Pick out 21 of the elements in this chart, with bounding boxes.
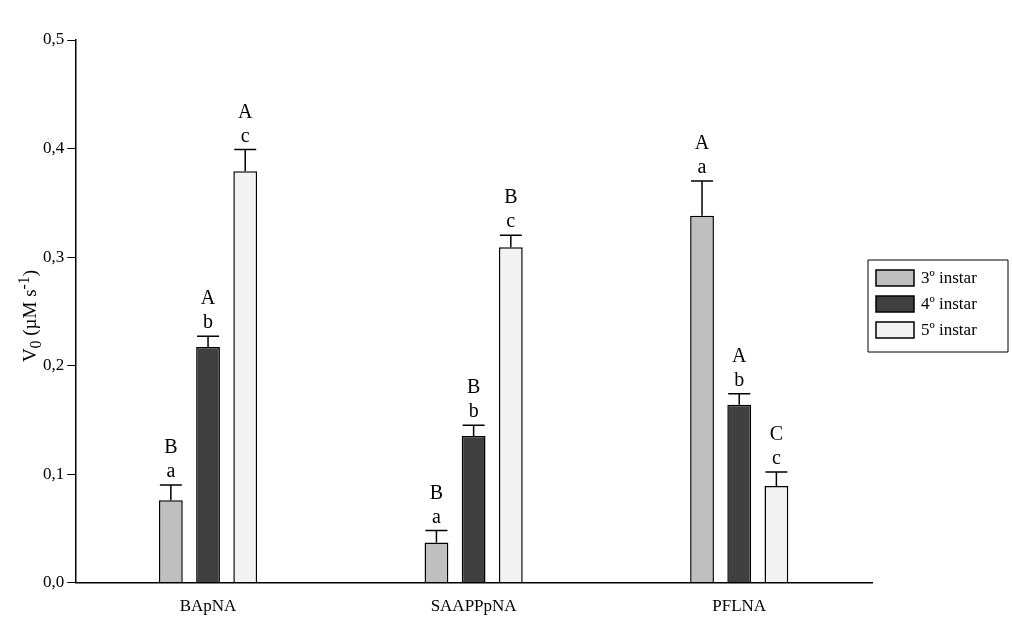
annotation: B a	[429, 480, 444, 527]
annotation: B c	[504, 185, 518, 232]
legend-label: 3º instar	[921, 268, 978, 288]
y-tick-label: 0,5	[43, 29, 65, 49]
x-tick-label: PFLNA	[712, 596, 767, 616]
annotation: B a	[164, 434, 178, 481]
y-tick-label: 0,1	[43, 463, 65, 483]
x-tick-label: BApNA	[179, 596, 238, 616]
annotation: A b	[731, 343, 747, 390]
legend-label: 4º instar	[921, 294, 978, 314]
annotation: A b	[200, 286, 216, 333]
y-tick-label: 0,3	[43, 246, 65, 266]
x-tick-label: SAAPPpNA	[430, 596, 518, 616]
y-tick-label: 0,0	[43, 572, 65, 592]
annotation: B b	[466, 375, 481, 422]
annotation: C c	[769, 421, 784, 468]
y-tick-label: 0,2	[43, 355, 65, 375]
annotation: A c	[238, 99, 253, 146]
legend-label: 5º instar	[921, 320, 978, 340]
annotation: A a	[694, 131, 710, 178]
y-tick-label: 0,4	[43, 137, 65, 157]
